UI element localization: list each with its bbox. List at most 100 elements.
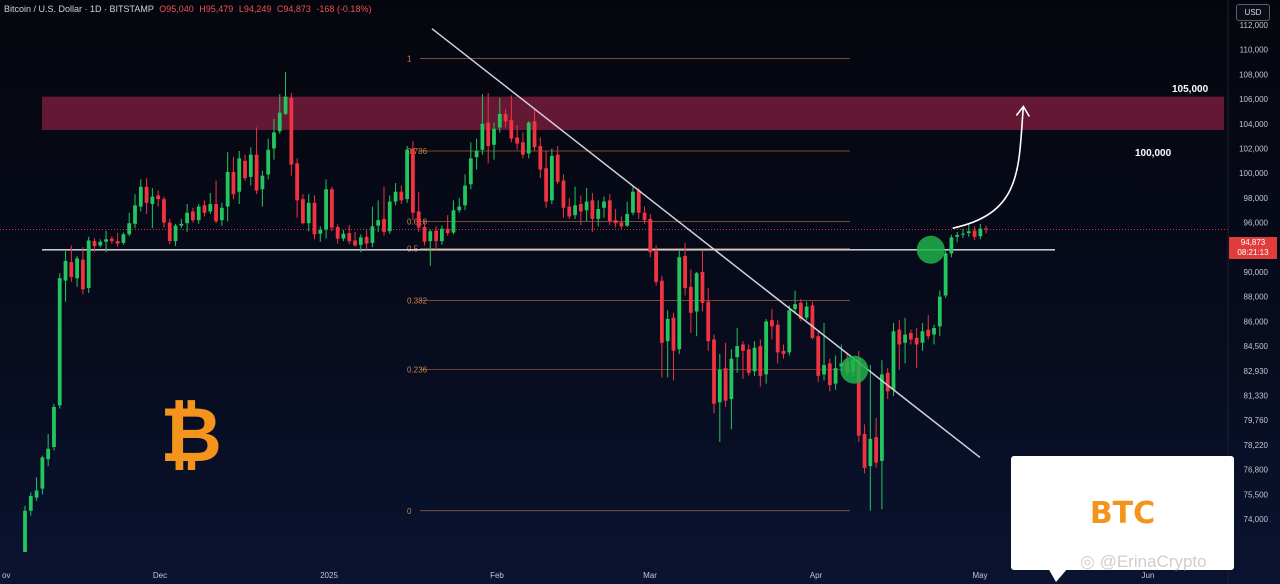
candle-body [735,346,740,358]
candle-body [804,306,809,318]
candle-body [173,225,178,242]
currency-button[interactable]: USD [1236,4,1270,21]
candle-body [717,369,722,403]
candle-body [138,186,143,207]
candle-body [984,228,989,230]
bar-countdown: 08:21:13 [1237,248,1269,257]
fib-level-label: 1 [407,54,412,63]
chart-header: Bitcoin / U.S. Dollar · 1D · BITSTAMP O9… [4,4,371,14]
price-tick-label: 81,330 [1244,392,1269,401]
candle-body [370,226,375,243]
candle-body [150,196,155,205]
candle [706,288,711,351]
candle-body [422,226,427,242]
ohlc-low: L94,249 [238,4,272,14]
candle-body [23,510,27,552]
candle-body [665,318,670,342]
callout-tail [1048,568,1068,582]
candle [411,141,415,221]
projection-arrow-head [1015,105,1031,117]
candle-body [86,240,91,289]
candle [492,122,496,160]
candle [804,301,809,321]
candle-body [75,258,80,279]
candle [306,194,311,232]
candle [324,179,328,239]
ohlc-high: H95,479 [199,4,234,14]
candle [474,138,479,170]
candle-body [248,154,253,177]
candle [144,178,149,214]
candle [52,403,56,451]
price-tick-label: 82,930 [1244,367,1269,376]
candle-body [926,329,931,337]
candle-body [833,368,838,384]
candle [503,108,508,128]
candle [92,238,97,253]
candle [509,95,514,143]
candle-body [191,211,195,221]
candle-body [306,202,311,224]
candle [654,245,659,286]
candle [521,132,525,159]
candle [480,94,485,155]
candle [115,233,120,247]
candle-body [700,272,705,303]
candle-body [880,374,884,461]
candle-body [260,175,265,190]
candle-body [758,346,763,376]
candle-body [526,122,531,154]
candle-body [920,331,925,343]
ohlc-change: -168 (-0.18%) [316,4,372,14]
candle [937,290,942,337]
candle-body [642,212,647,221]
candle [104,230,108,253]
candle [335,224,340,244]
candle [660,275,664,378]
candle [741,341,745,379]
candle [196,204,201,224]
candle-body [121,234,126,243]
candle [179,218,184,229]
candle-body [509,120,514,139]
price-axis[interactable]: 112,000 110,000 108,000 106,000 104,000 102,0… [1239,21,1268,524]
candle-body [636,190,641,213]
candle [619,216,624,229]
candle-body [214,204,218,222]
candle-body [752,347,757,372]
time-axis[interactable]: ov Dec 2025 Feb Mar Apr May Jun [2,571,1154,580]
candle-body [567,206,572,217]
candle [648,213,653,258]
candle-body [961,233,965,235]
candle [497,97,502,133]
candle [133,194,137,229]
candle-body [978,228,983,237]
candle-body [277,112,282,132]
candle-body [272,132,276,149]
candle [567,197,572,219]
price-tick-label: 84,500 [1244,342,1269,351]
candle [162,196,166,228]
candle-body [405,149,410,200]
candle [602,196,606,218]
candle-body [474,150,479,158]
candle [770,309,774,340]
candle-body [573,205,577,216]
candle-body [463,185,467,206]
candle [248,147,253,186]
candle [86,236,91,293]
candle-body [335,226,340,239]
candle-body [428,231,433,242]
candle-body [196,206,201,221]
candle-body [127,223,132,235]
candle [677,251,682,354]
candle [416,191,421,232]
candle [422,220,427,246]
candle [260,170,265,207]
candle-body [955,234,960,237]
candle-body [231,171,236,195]
candle-body [353,240,357,246]
time-tick-label: ov [2,571,10,580]
